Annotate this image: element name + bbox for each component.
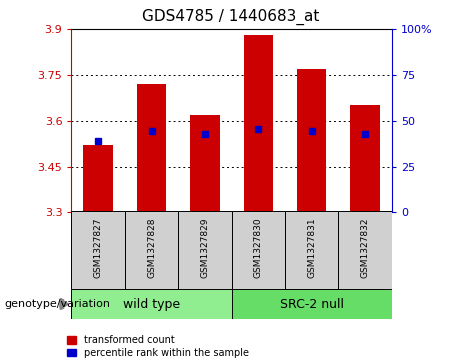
Bar bbox=[71, 211, 125, 289]
Text: genotype/variation: genotype/variation bbox=[5, 299, 111, 309]
Bar bbox=[125, 211, 178, 289]
Legend: transformed count, percentile rank within the sample: transformed count, percentile rank withi… bbox=[67, 335, 248, 358]
Text: GSM1327832: GSM1327832 bbox=[361, 218, 370, 278]
Text: GSM1327827: GSM1327827 bbox=[94, 218, 103, 278]
Bar bbox=[231, 289, 392, 319]
Bar bbox=[71, 289, 231, 319]
Bar bbox=[338, 211, 392, 289]
Text: GSM1327831: GSM1327831 bbox=[307, 218, 316, 278]
Bar bbox=[83, 145, 113, 212]
Bar bbox=[178, 211, 231, 289]
Text: GSM1327828: GSM1327828 bbox=[147, 218, 156, 278]
Text: GSM1327830: GSM1327830 bbox=[254, 218, 263, 278]
Text: wild type: wild type bbox=[123, 298, 180, 310]
Bar bbox=[231, 211, 285, 289]
Text: SRC-2 null: SRC-2 null bbox=[280, 298, 344, 310]
Text: GDS4785 / 1440683_at: GDS4785 / 1440683_at bbox=[142, 9, 319, 25]
Bar bbox=[244, 35, 273, 212]
Bar bbox=[297, 69, 326, 212]
Bar bbox=[285, 211, 338, 289]
Bar bbox=[137, 84, 166, 212]
Text: GSM1327829: GSM1327829 bbox=[201, 218, 209, 278]
Bar bbox=[350, 105, 380, 212]
Bar bbox=[190, 115, 219, 212]
